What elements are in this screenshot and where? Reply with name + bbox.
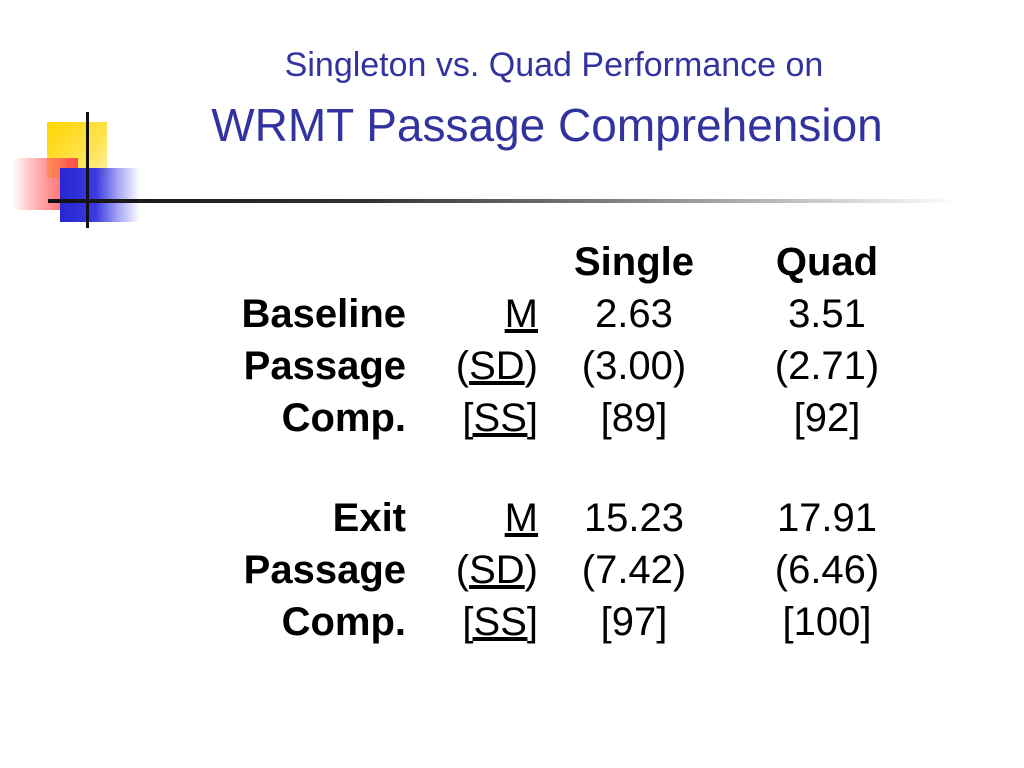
row-label: Comp. — [281, 600, 406, 644]
stat-text: SS — [473, 600, 527, 644]
stat-open: ( — [455, 548, 470, 592]
column-header-quad: Quad — [775, 240, 879, 284]
stat-underlined: [SS] — [462, 600, 538, 644]
stat-text: SD — [469, 344, 525, 388]
quad-value: 17.91 — [776, 496, 878, 540]
single-value: 2.63 — [595, 292, 673, 336]
quad-value: [100] — [782, 600, 872, 644]
vertical-line-shape — [86, 112, 89, 228]
row-label: Passage — [243, 344, 406, 388]
stat-underlined: [SS] — [462, 396, 538, 440]
single-value: 15.23 — [583, 496, 685, 540]
single-value: [89] — [600, 396, 668, 440]
stat-open: ( — [455, 344, 470, 388]
stat-close: ] — [526, 600, 538, 644]
single-value: (3.00) — [581, 344, 687, 388]
title-divider-line — [48, 199, 960, 203]
stat-label-mean: M — [408, 288, 538, 340]
stat-label-sd: (SD) — [408, 340, 538, 392]
row-label: Baseline — [241, 292, 406, 336]
stat-text: M — [504, 496, 538, 540]
quad-value: (6.46) — [774, 548, 880, 592]
stat-text: SS — [473, 396, 527, 440]
stat-open: [ — [462, 396, 474, 440]
corner-decoration — [0, 0, 160, 240]
stat-close: ) — [524, 344, 538, 388]
stat-label-mean: M — [408, 492, 538, 544]
blue-square-shape — [60, 168, 140, 222]
column-header-single: Single — [573, 240, 695, 284]
row-label: Comp. — [281, 396, 406, 440]
row-label: Exit — [332, 496, 406, 540]
quad-value: 3.51 — [788, 292, 866, 336]
stat-text: M — [504, 292, 538, 336]
quad-value: (2.71) — [774, 344, 880, 388]
slide-title-line-2: WRMT Passage Comprehension — [211, 99, 883, 151]
stat-close: ) — [524, 548, 538, 592]
stat-label-sd: (SD) — [408, 544, 538, 596]
stat-text: SD — [469, 548, 525, 592]
single-value: (7.42) — [581, 548, 687, 592]
quad-value: [92] — [793, 396, 861, 440]
single-value: [97] — [600, 600, 668, 644]
stat-close: ] — [526, 396, 538, 440]
row-label: Passage — [243, 548, 406, 592]
stat-open: [ — [462, 600, 474, 644]
stat-label-ss: [SS] — [408, 392, 538, 444]
slide-title-line-1: Singleton vs. Quad Performance on — [284, 46, 824, 84]
stat-label-ss: [SS] — [408, 596, 538, 648]
